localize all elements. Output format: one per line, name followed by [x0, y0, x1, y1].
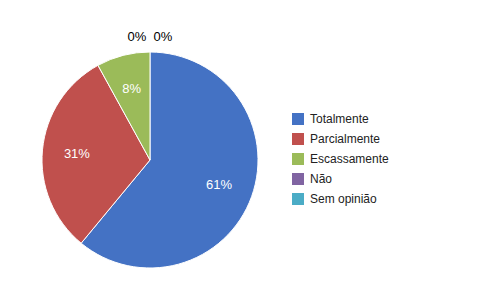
pie-slice — [98, 52, 150, 160]
data-label: 8% — [122, 81, 141, 96]
legend-label: Sem opinião — [310, 192, 377, 206]
legend-item: Sem opinião — [292, 192, 377, 206]
legend-swatch — [292, 113, 304, 125]
legend-swatch — [292, 153, 304, 165]
data-label: 0% — [154, 29, 173, 44]
legend-label: Totalmente — [310, 112, 369, 126]
legend-item: Totalmente — [292, 112, 369, 126]
legend-label: Parcialmente — [310, 132, 380, 146]
legend-label: Escassamente — [310, 152, 389, 166]
data-label: 0% — [128, 29, 147, 44]
data-labels: 61% 31% 8% 0% 0% — [64, 29, 233, 193]
pie — [42, 52, 258, 268]
pie-slice — [150, 52, 151, 160]
data-label: 31% — [64, 146, 90, 161]
legend-swatch — [292, 133, 304, 145]
legend: Totalmente Parcialmente Escassamente Não Sem… — [292, 112, 389, 206]
pie-slice — [150, 52, 151, 160]
legend-item: Parcialmente — [292, 132, 380, 146]
chart: 61% 31% 8% 0% 0% Totalmente Parcialmente Escass… — [0, 0, 482, 288]
legend-label: Não — [310, 172, 332, 186]
data-label: 61% — [206, 177, 232, 192]
legend-swatch — [292, 173, 304, 185]
legend-item: Escassamente — [292, 152, 389, 166]
pie-slice — [42, 65, 150, 243]
legend-swatch — [292, 193, 304, 205]
legend-item: Não — [292, 172, 332, 186]
